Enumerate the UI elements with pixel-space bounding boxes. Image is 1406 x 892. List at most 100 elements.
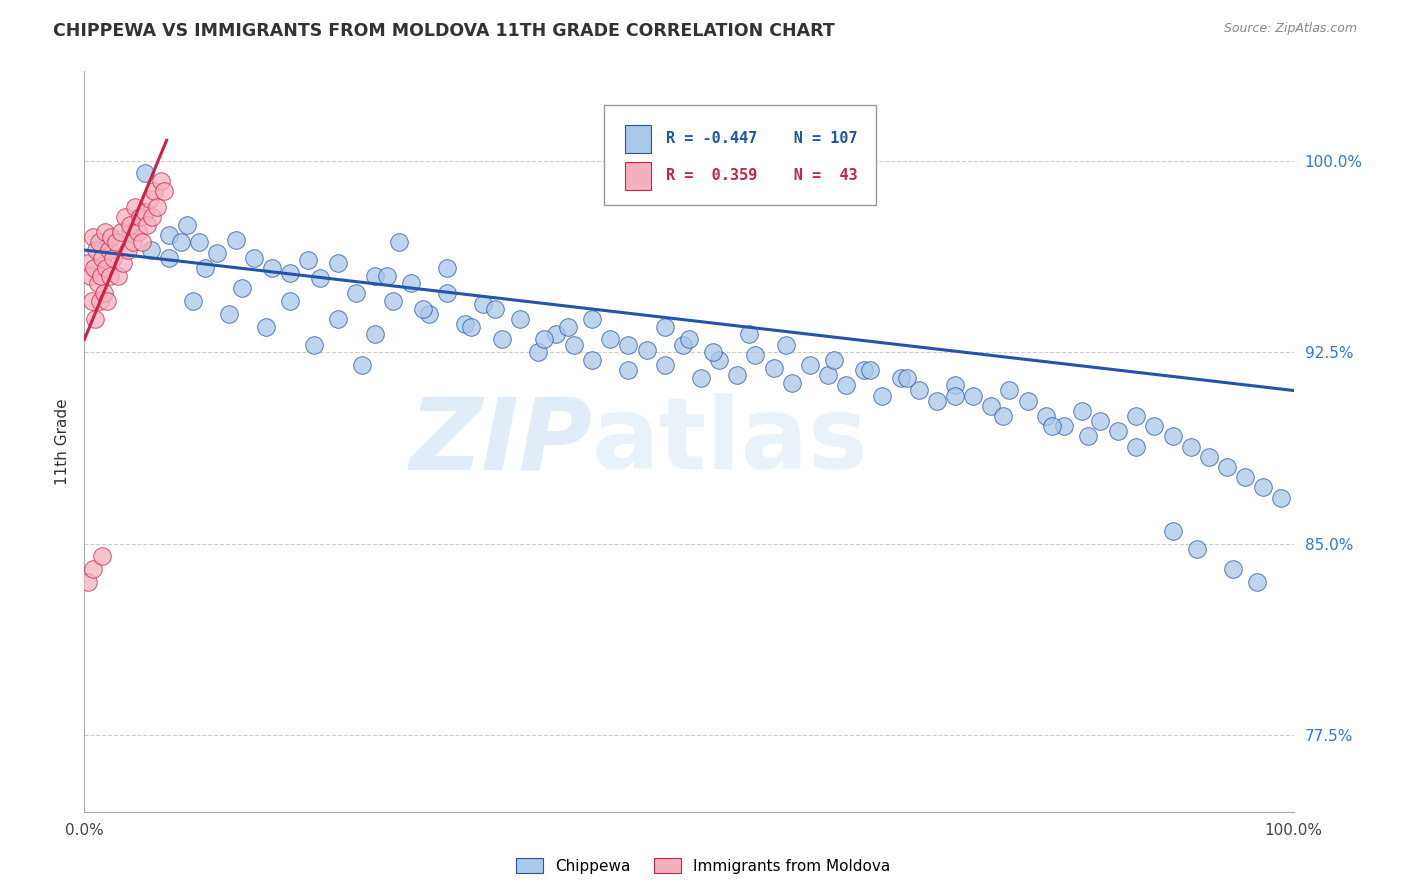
Point <box>381 294 404 309</box>
Point <box>84 312 107 326</box>
Point <box>87 235 110 250</box>
Point <box>121 235 143 250</box>
Point <box>131 235 153 250</box>
Text: Source: ZipAtlas.com: Source: ZipAtlas.com <box>1223 22 1357 36</box>
Point <box>617 337 640 351</box>
Text: CHIPPEWA VS IMMIGRANTS FROM MOLDOVA 11TH GRADE CORRELATION CHART: CHIPPEWA VS IMMIGRANTS FROM MOLDOVA 11TH… <box>53 22 835 40</box>
Point <box>1125 409 1147 423</box>
Point <box>762 360 785 375</box>
Point <box>636 343 658 357</box>
Point <box>89 294 111 309</box>
Point <box>780 376 803 390</box>
Point <box>170 235 193 250</box>
Point <box>1185 541 1208 556</box>
Point <box>738 327 761 342</box>
Point <box>139 243 162 257</box>
Point <box>120 218 142 232</box>
Point <box>943 378 966 392</box>
Point <box>94 235 117 250</box>
Point <box>363 327 385 342</box>
Point <box>859 363 882 377</box>
Point <box>328 256 350 270</box>
Point <box>1077 429 1099 443</box>
Point <box>363 268 385 283</box>
Point <box>194 260 217 275</box>
Point <box>188 235 211 250</box>
Point <box>1017 393 1039 408</box>
Point <box>1246 574 1268 589</box>
Point <box>678 333 700 347</box>
Point <box>962 388 984 402</box>
Point <box>96 294 118 309</box>
Point <box>297 253 319 268</box>
Point <box>86 277 108 291</box>
Point <box>114 210 136 224</box>
Point <box>436 286 458 301</box>
Point <box>799 358 821 372</box>
Point <box>1222 562 1244 576</box>
Point <box>117 243 139 257</box>
Point <box>1161 524 1184 538</box>
Point <box>218 307 240 321</box>
Point <box>1040 419 1063 434</box>
Point <box>890 370 912 384</box>
Point <box>472 296 495 310</box>
Point <box>654 358 676 372</box>
Point <box>90 268 112 283</box>
Point <box>104 235 127 250</box>
Point <box>143 185 166 199</box>
Point <box>328 312 350 326</box>
Point <box>1216 460 1239 475</box>
Point <box>581 352 603 367</box>
Point <box>925 393 948 408</box>
Point <box>157 227 180 242</box>
Point <box>460 319 482 334</box>
Point <box>83 260 105 275</box>
Point <box>375 268 398 283</box>
Point <box>533 333 555 347</box>
Point <box>309 271 332 285</box>
Point <box>599 333 621 347</box>
Point <box>93 286 115 301</box>
Point <box>157 251 180 265</box>
Point <box>136 218 159 232</box>
Point <box>134 166 156 180</box>
Point <box>872 388 894 402</box>
Point <box>1270 491 1292 505</box>
Text: R = -0.447    N = 107: R = -0.447 N = 107 <box>666 131 858 146</box>
Point <box>1035 409 1057 423</box>
Point <box>998 384 1021 398</box>
Point <box>254 319 277 334</box>
Point <box>654 319 676 334</box>
Point <box>77 256 100 270</box>
Point <box>80 294 103 309</box>
Text: ZIP: ZIP <box>409 393 592 490</box>
Point <box>100 230 122 244</box>
Point <box>134 204 156 219</box>
Point <box>231 281 253 295</box>
Point <box>260 260 283 275</box>
Point <box>1053 419 1076 434</box>
Point <box>1071 404 1094 418</box>
Point <box>91 251 114 265</box>
Bar <box>624 125 651 153</box>
Point <box>278 294 301 309</box>
Point <box>823 352 845 367</box>
Point <box>562 337 585 351</box>
Point <box>127 225 149 239</box>
Point <box>97 243 120 257</box>
Point <box>149 174 172 188</box>
Point <box>907 384 929 398</box>
Point <box>94 225 117 239</box>
Point <box>896 370 918 384</box>
Point <box>1253 481 1275 495</box>
Point <box>1161 429 1184 443</box>
Point <box>176 218 198 232</box>
Point <box>943 388 966 402</box>
Point <box>146 200 169 214</box>
Point <box>1107 425 1129 439</box>
Point <box>436 260 458 275</box>
Point <box>980 399 1002 413</box>
Point <box>617 363 640 377</box>
Point <box>352 358 374 372</box>
